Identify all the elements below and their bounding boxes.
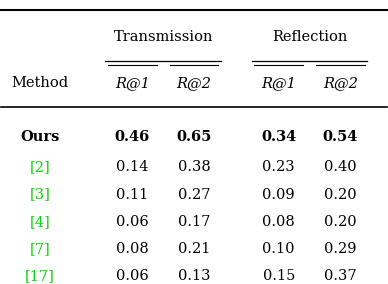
Text: 0.21: 0.21 <box>178 242 210 256</box>
Text: 0.29: 0.29 <box>324 242 357 256</box>
Text: R@1: R@1 <box>261 76 296 90</box>
Text: 0.08: 0.08 <box>262 215 295 229</box>
Text: R@2: R@2 <box>323 76 358 90</box>
Text: [17]: [17] <box>25 269 55 283</box>
Text: 0.23: 0.23 <box>262 160 295 174</box>
Text: 0.17: 0.17 <box>178 215 210 229</box>
Text: 0.13: 0.13 <box>178 269 210 283</box>
Text: 0.06: 0.06 <box>116 269 149 283</box>
Text: [2]: [2] <box>29 160 50 174</box>
Text: 0.38: 0.38 <box>178 160 210 174</box>
Text: 0.27: 0.27 <box>178 187 210 202</box>
Text: 0.20: 0.20 <box>324 187 357 202</box>
Text: Method: Method <box>11 76 68 90</box>
Text: 0.09: 0.09 <box>262 187 295 202</box>
Text: 0.20: 0.20 <box>324 215 357 229</box>
Text: Ours: Ours <box>20 130 60 144</box>
Text: 0.46: 0.46 <box>115 130 150 144</box>
Text: 0.11: 0.11 <box>116 187 149 202</box>
Text: [3]: [3] <box>29 187 50 202</box>
Text: Transmission: Transmission <box>113 30 213 44</box>
Text: 0.06: 0.06 <box>116 215 149 229</box>
Text: [4]: [4] <box>29 215 50 229</box>
Text: 0.10: 0.10 <box>263 242 295 256</box>
Text: R@2: R@2 <box>177 76 211 90</box>
Text: [7]: [7] <box>29 242 50 256</box>
Text: 0.08: 0.08 <box>116 242 149 256</box>
Text: Reflection: Reflection <box>272 30 347 44</box>
Text: 0.40: 0.40 <box>324 160 357 174</box>
Text: 0.34: 0.34 <box>261 130 296 144</box>
Text: R@1: R@1 <box>115 76 150 90</box>
Text: 0.15: 0.15 <box>263 269 295 283</box>
Text: 0.54: 0.54 <box>323 130 358 144</box>
Text: 0.37: 0.37 <box>324 269 357 283</box>
Text: 0.14: 0.14 <box>116 160 149 174</box>
Text: 0.65: 0.65 <box>176 130 212 144</box>
